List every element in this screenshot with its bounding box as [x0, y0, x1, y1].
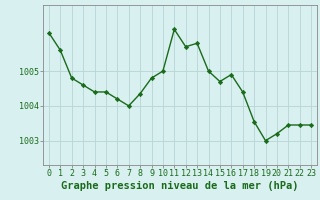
X-axis label: Graphe pression niveau de la mer (hPa): Graphe pression niveau de la mer (hPa) [61, 181, 299, 191]
